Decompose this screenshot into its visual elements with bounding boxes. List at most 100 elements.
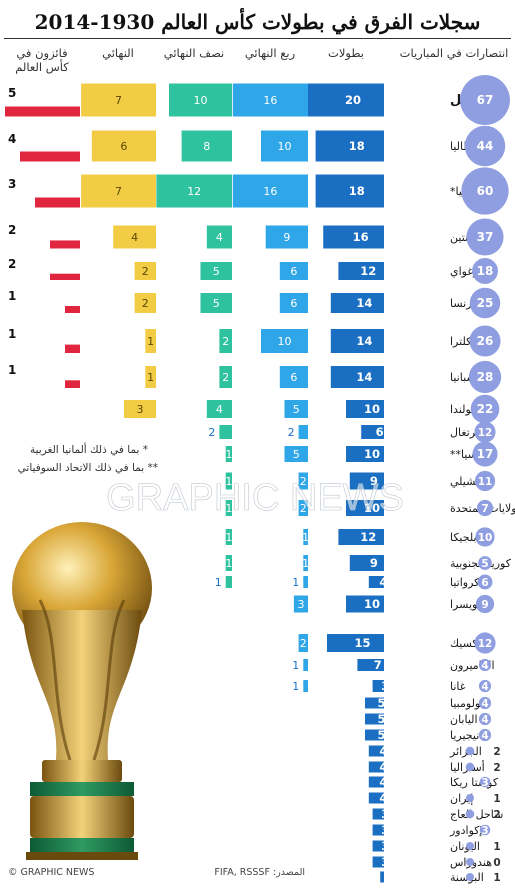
bar-tournaments [357,659,384,671]
label-quarter: 6 [290,265,297,278]
label-final: 7 [115,185,122,198]
label-tournaments: 14 [356,296,372,310]
label-tournaments: 4 [379,760,387,774]
label-semi: 1 [225,448,232,461]
bar-tournaments [368,576,384,588]
bar-final [113,225,156,249]
header-wins: انتصارات في المباريات [399,46,509,60]
label-final: 1 [147,335,154,348]
source-text: المصدر: FIFA, RSSSF [214,867,305,878]
header-final: النهائي [102,46,134,60]
trophy-illustration [12,522,152,860]
country-label: كوستا ريكا [450,776,499,789]
label-wins: 12 [478,427,493,439]
bar-tournaments [346,400,384,418]
label-wins: 7 [481,503,488,515]
label-winners: 3 [8,177,16,191]
label-wins: 1 [493,872,500,884]
bar-tournaments [330,366,384,388]
bar-final [123,400,156,418]
label-quarter: 16 [263,94,277,107]
label-wins: 2 [493,809,500,821]
bar-tournaments [346,500,384,516]
bar-semi [206,225,232,249]
label-tournaments: 3 [381,855,389,869]
bar-quarter [279,366,308,388]
bar-winners [65,344,80,353]
bar-tournaments [346,446,384,462]
label-quarter: 5 [293,403,300,416]
bar-semi [225,472,232,490]
label-semi: 4 [216,231,223,244]
bubble-wins [478,712,492,726]
bubble-wins [479,776,491,788]
label-wins: 4 [481,660,488,672]
label-wins: 26 [477,334,494,348]
country-label: تشيلي [450,475,479,488]
label-wins: 2 [493,762,500,774]
bubble-wins [468,360,502,394]
label-tournaments: 4 [379,775,387,789]
bar-final [145,366,156,388]
bar-quarter [265,225,308,249]
label-final: 6 [120,140,127,153]
bubble-wins [478,658,492,672]
bar-tournaments [368,776,384,788]
label-quarter: 1 [302,531,309,544]
bubble-wins [478,696,492,710]
bubble-wins [475,594,495,614]
label-tournaments: 10 [364,447,380,461]
bar-tournaments [323,225,384,249]
label-wins: 60 [477,184,494,198]
bubble-wins [472,258,498,284]
bar-winners [50,273,80,280]
bar-final [81,83,156,117]
label-tournaments: 20 [345,93,361,107]
bar-tournaments [361,425,384,439]
label-winners: 2 [8,223,16,237]
label-wins: 1 [493,793,500,805]
bubble-wins [472,441,498,467]
credit-text: © GRAPHIC NEWS [8,867,95,878]
bar-semi [219,366,232,388]
bar-quarter [298,425,308,439]
bar-tournaments [349,472,384,490]
bubble-wins [478,556,492,570]
label-quarter: 5 [293,448,300,461]
label-tournaments: 10 [364,402,380,416]
label-winners: 4 [8,132,16,146]
label-tournaments: 1 [385,870,393,884]
label-final: 4 [131,231,138,244]
label-wins: 0 [493,857,500,869]
bar-semi [225,529,232,545]
bar-tournaments [368,792,384,804]
bubble-wins [466,218,504,256]
label-semi: 1 [215,576,222,589]
label-tournaments: 12 [360,264,376,278]
label-tournaments: 16 [353,230,369,244]
country-label: غانا [450,680,466,693]
bar-quarter [232,83,308,117]
bar-tournaments [315,174,384,208]
bubble-wins [478,728,492,742]
header-semi: نصف النهائي [163,46,225,60]
label-tournaments: 4 [379,575,387,589]
bubble-wins [475,527,495,547]
label-quarter: 2 [288,426,295,439]
bar-tournaments [372,824,384,836]
country-label: اليونان [450,840,480,853]
country-label: كولومبيا [450,697,487,710]
bar-tournaments [365,713,384,725]
label-tournaments: 3 [381,807,389,821]
label-tournaments: 5 [377,696,385,710]
bubble-wins [474,632,496,654]
country-label: هولندا [450,403,477,416]
label-final: 2 [142,265,149,278]
bubble-wins [465,762,475,772]
bar-tournaments [338,262,384,280]
bar-quarter [303,576,308,588]
bar-tournaments [368,761,384,773]
bar-tournaments [330,329,384,353]
label-tournaments: 5 [377,728,385,742]
